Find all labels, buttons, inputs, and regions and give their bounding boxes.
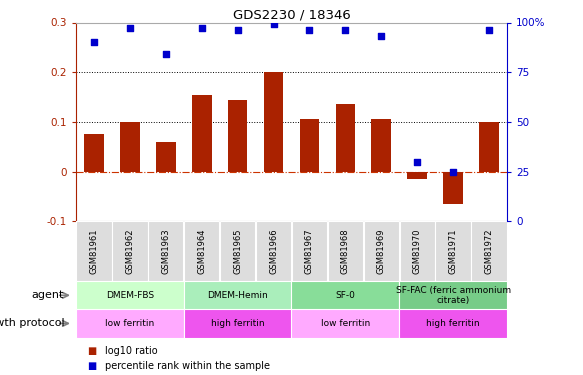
Point <box>269 21 278 27</box>
Bar <box>371 119 391 172</box>
Point <box>161 51 170 57</box>
Bar <box>328 221 363 281</box>
Bar <box>399 309 507 338</box>
Text: ■: ■ <box>87 361 97 370</box>
Text: GSM81962: GSM81962 <box>125 228 134 274</box>
Text: GSM81961: GSM81961 <box>89 228 99 274</box>
Text: GSM81972: GSM81972 <box>484 228 494 274</box>
Bar <box>156 142 175 172</box>
Bar <box>436 221 471 281</box>
Bar <box>399 221 435 281</box>
Bar <box>76 281 184 309</box>
Bar <box>292 221 327 281</box>
Bar <box>112 221 147 281</box>
Text: ■: ■ <box>87 346 97 355</box>
Text: GSM81969: GSM81969 <box>377 228 386 274</box>
Text: GSM81968: GSM81968 <box>341 228 350 274</box>
Bar <box>336 105 355 172</box>
Bar <box>120 122 139 172</box>
Text: percentile rank within the sample: percentile rank within the sample <box>105 361 270 370</box>
Text: low ferritin: low ferritin <box>105 319 154 328</box>
Bar <box>84 134 104 172</box>
Point <box>413 159 422 165</box>
Text: GSM81964: GSM81964 <box>197 228 206 274</box>
Bar <box>256 221 292 281</box>
Point <box>484 27 494 33</box>
Bar <box>76 309 184 338</box>
Text: high ferritin: high ferritin <box>211 319 264 328</box>
Text: DMEM-Hemin: DMEM-Hemin <box>207 291 268 300</box>
Text: GSM81966: GSM81966 <box>269 228 278 274</box>
Text: GSM81965: GSM81965 <box>233 228 242 274</box>
Title: GDS2230 / 18346: GDS2230 / 18346 <box>233 8 350 21</box>
Point <box>125 26 134 32</box>
Point <box>305 27 314 33</box>
Bar <box>76 221 111 281</box>
Bar <box>192 94 212 172</box>
Point <box>233 27 242 33</box>
Bar <box>408 172 427 179</box>
Bar <box>184 309 292 338</box>
Text: DMEM-FBS: DMEM-FBS <box>106 291 154 300</box>
Text: log10 ratio: log10 ratio <box>105 346 157 355</box>
Bar <box>292 309 399 338</box>
Point <box>377 33 386 39</box>
Bar <box>148 221 184 281</box>
Text: SF-0: SF-0 <box>335 291 356 300</box>
Bar <box>184 221 219 281</box>
Bar <box>300 119 319 172</box>
Text: growth protocol: growth protocol <box>0 318 64 328</box>
Point <box>448 169 458 175</box>
Text: agent: agent <box>31 290 64 300</box>
Bar <box>184 281 292 309</box>
Bar <box>444 172 463 204</box>
Bar <box>220 221 255 281</box>
Point <box>340 27 350 33</box>
Bar <box>228 99 247 172</box>
Bar <box>264 72 283 172</box>
Point <box>197 26 206 32</box>
Text: GSM81970: GSM81970 <box>413 228 422 274</box>
Bar <box>292 281 399 309</box>
Text: GSM81967: GSM81967 <box>305 228 314 274</box>
Text: low ferritin: low ferritin <box>321 319 370 328</box>
Text: GSM81963: GSM81963 <box>161 228 170 274</box>
Text: GSM81971: GSM81971 <box>449 228 458 274</box>
Bar <box>399 281 507 309</box>
Point <box>89 39 99 45</box>
Bar <box>472 221 507 281</box>
Text: SF-FAC (ferric ammonium
citrate): SF-FAC (ferric ammonium citrate) <box>396 286 511 305</box>
Bar <box>364 221 399 281</box>
Text: high ferritin: high ferritin <box>427 319 480 328</box>
Bar <box>479 122 499 172</box>
